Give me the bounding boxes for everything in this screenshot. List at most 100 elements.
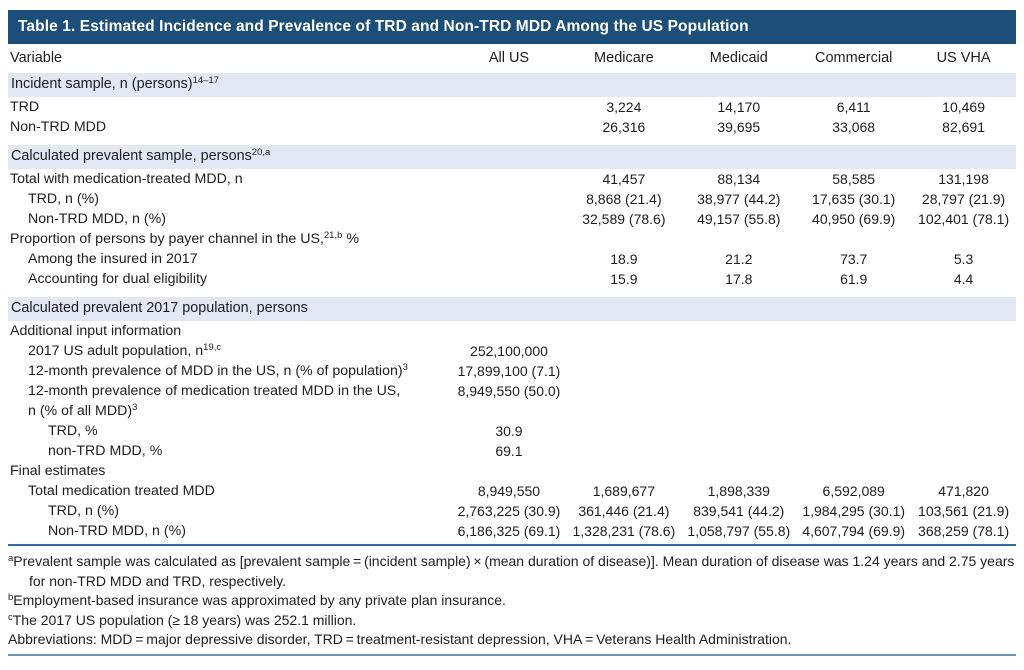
cell-commercial: 40,950 (69.9)	[812, 211, 896, 227]
row-label-superscript: 3	[132, 402, 138, 414]
cell-us-vha: 4.4	[953, 271, 974, 287]
row-label: 12-month prevalence of MDD in the US, n …	[28, 363, 403, 379]
cell-medicaid: 88,134	[717, 171, 761, 187]
row-label: TRD, n (%)	[28, 191, 99, 207]
cell-commercial: 6,411	[836, 99, 871, 115]
row-label-cell: 12-month prevalence of MDD in the US, n …	[8, 361, 452, 381]
footnote-text: Abbreviations: MDD = major depressive di…	[8, 631, 792, 647]
row-label: n (% of all MDD)	[28, 403, 133, 419]
cell-medicaid	[681, 401, 796, 421]
cell-commercial: 4,607,794 (69.9)	[802, 523, 906, 539]
cell-us-vha	[911, 441, 1016, 461]
row-label: Among the insured in 2017	[28, 251, 198, 267]
cell-medicaid: 14,170	[717, 99, 761, 115]
row-label-cell: 12-month prevalence of medication treate…	[8, 381, 452, 401]
cell-all-us	[452, 401, 567, 421]
cell-medicaid	[681, 321, 796, 341]
cell-commercial: 58,585	[832, 171, 876, 187]
section-header-band: Incident sample, n (persons)14–17	[8, 73, 1016, 97]
cell-all-us	[452, 249, 567, 269]
table-row: TRD 3,224 14,170 6,411 10,469	[8, 97, 1016, 117]
table-row: Non-TRD MDD, n (%) 6,186,325 (69.1) 1,32…	[8, 521, 1016, 541]
cell-commercial: 61.9	[840, 271, 868, 287]
column-header-variable: Variable	[10, 50, 63, 66]
footnote-text: The 2017 US population (≥ 18 years) was …	[12, 611, 357, 628]
row-label: Total with medication-treated MDD, n	[10, 171, 243, 187]
cell-medicaid: 17.8	[725, 271, 753, 287]
cell-medicare	[566, 341, 681, 361]
cell-commercial	[796, 441, 911, 461]
cell-medicare	[566, 361, 681, 381]
cell-us-vha: 103,561 (21.9)	[918, 503, 1010, 519]
table-row: Final estimates	[8, 461, 1016, 481]
cell-us-vha	[911, 461, 1016, 481]
row-label-cell: Proportion of persons by payer channel i…	[8, 229, 452, 249]
row-label-cell: Additional input information	[8, 321, 452, 341]
row-label-cell: n (% of all MDD)3	[8, 401, 452, 421]
cell-commercial	[796, 341, 911, 361]
section-superscript: 20,a	[251, 147, 271, 159]
cell-us-vha: 131,198	[938, 171, 989, 187]
row-label: Non-TRD MDD, n (%)	[48, 523, 186, 539]
cell-us-vha: 471,820	[938, 483, 989, 499]
footnote: Abbreviations: MDD = major depressive di…	[8, 630, 1016, 650]
table-row: Proportion of persons by payer channel i…	[8, 229, 1016, 249]
table-row: Among the insured in 2017 18.9 21.2 73.7…	[8, 249, 1016, 269]
section-superscript: 14–17	[192, 75, 219, 87]
cell-commercial: 17,635 (30.1)	[812, 191, 896, 207]
cell-medicaid: 839,541 (44.2)	[693, 503, 785, 519]
section-header-row: Calculated prevalent sample, persons20,a	[8, 137, 1016, 169]
column-header-medicaid: Medicaid	[709, 50, 768, 66]
cell-all-us	[452, 209, 567, 229]
column-header-us-vha: US VHA	[936, 50, 991, 66]
row-label: Additional input information	[10, 323, 182, 339]
cell-commercial	[796, 381, 911, 401]
column-header-all-us: All US	[488, 50, 530, 66]
table-row: TRD, n (%) 8,868 (21.4) 38,977 (44.2) 17…	[8, 189, 1016, 209]
cell-all-us: 8,949,550	[477, 483, 541, 499]
footnote-text: Prevalent sample was calculated as [prev…	[13, 553, 1015, 589]
cell-medicaid: 1,058,797 (55.8)	[687, 523, 791, 539]
cell-commercial: 1,984,295 (30.1)	[802, 503, 906, 519]
table-row: TRD, % 30.9	[8, 421, 1016, 441]
section-header-row: Incident sample, n (persons)14–17	[8, 73, 1016, 97]
section-label: Calculated prevalent sample, persons	[11, 148, 252, 164]
row-label-superscript: 3	[402, 362, 408, 374]
column-header-row: Variable All US Medicare Medicaid Commer…	[8, 44, 1016, 73]
cell-medicaid	[681, 341, 796, 361]
cell-medicare	[566, 381, 681, 401]
cell-medicaid	[681, 441, 796, 461]
table-row: Additional input information	[8, 321, 1016, 341]
cell-medicaid	[681, 361, 796, 381]
cell-medicare	[566, 441, 681, 461]
cell-us-vha: 102,401 (78.1)	[918, 211, 1010, 227]
table-row: Non-TRD MDD 26,316 39,695 33,068 82,691	[8, 117, 1016, 137]
cell-medicaid	[681, 229, 796, 249]
column-header-medicare: Medicare	[594, 50, 654, 66]
footnotes-block: aPrevalent sample was calculated as [pre…	[8, 546, 1016, 650]
cell-commercial: 6,592,089	[822, 483, 885, 499]
cell-all-us	[452, 169, 567, 189]
cell-medicaid: 1,898,339	[707, 483, 770, 499]
cell-medicaid: 49,157 (55.8)	[697, 211, 781, 227]
row-label-cell: TRD, n (%)	[8, 189, 452, 209]
cell-medicare: 1,328,231 (78.6)	[572, 523, 676, 539]
section-header-cell: Incident sample, n (persons)14–17	[8, 73, 1016, 97]
footnote: bEmployment-based insurance was approxim…	[8, 591, 1016, 611]
cell-medicare: 41,457	[602, 171, 646, 187]
row-label-suffix: %	[342, 231, 359, 247]
cell-medicare: 3,224	[606, 99, 642, 115]
cell-medicaid	[681, 381, 796, 401]
section-label: Incident sample, n (persons)	[11, 76, 193, 92]
table-row: non-TRD MDD, % 69.1	[8, 441, 1016, 461]
footnote-marker: a	[8, 553, 14, 565]
cell-all-us	[452, 97, 567, 117]
cell-medicare	[566, 401, 681, 421]
cell-all-us	[452, 269, 567, 289]
cell-us-vha: 5.3	[953, 251, 974, 267]
row-label: TRD	[10, 99, 40, 115]
cell-us-vha	[911, 421, 1016, 441]
table-row: Total medication treated MDD 8,949,550 1…	[8, 481, 1016, 501]
cell-us-vha	[911, 229, 1016, 249]
table-row: TRD, n (%) 2,763,225 (30.9) 361,446 (21.…	[8, 501, 1016, 521]
